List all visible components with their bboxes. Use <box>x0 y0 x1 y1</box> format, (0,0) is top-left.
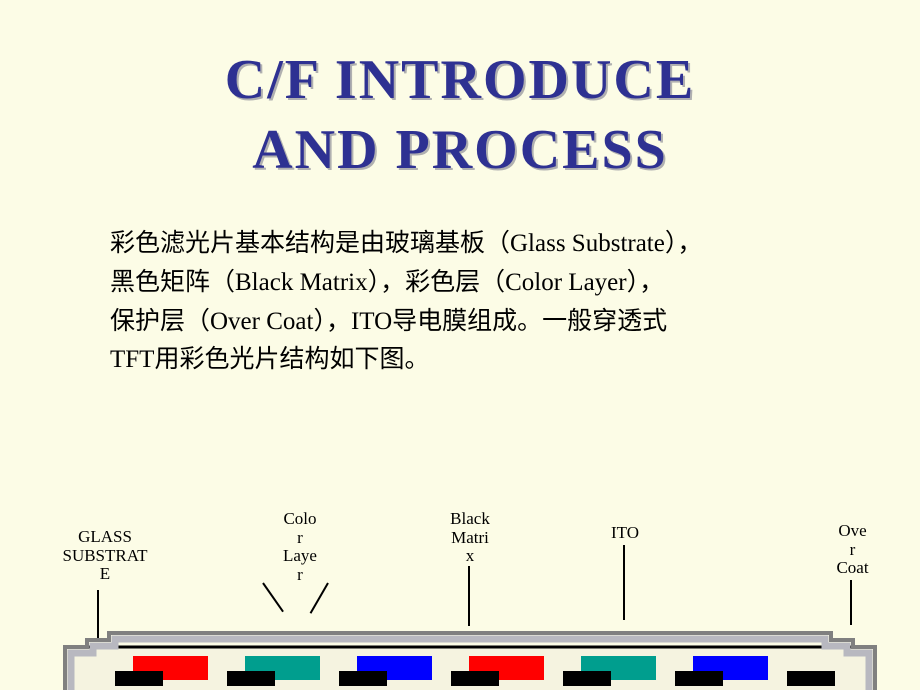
leader-color-layer-1 <box>262 582 284 612</box>
cf-structure-diagram: GLASS SUBSTRAT E Colo r Laye r Black Mat… <box>55 510 885 690</box>
title-line-2: and Process <box>252 119 668 181</box>
page-title: C/F Introduce and Process <box>0 45 920 185</box>
description-paragraph: 彩色滤光片基本结构是由玻璃基板（Glass Substrate）， 黑色矩阵（B… <box>110 225 825 380</box>
label-black-matrix: Black Matri x <box>435 510 505 566</box>
cf-cross-section-svg <box>55 615 885 690</box>
label-glass-substrate: GLASS SUBSTRAT E <box>45 528 165 584</box>
leader-color-layer-2 <box>310 583 329 614</box>
leader-ito <box>623 545 625 620</box>
title-line-1: C/F Introduce <box>225 49 695 111</box>
label-over-coat: Ove r Coat <box>825 522 880 578</box>
label-ito: ITO <box>600 524 650 543</box>
label-color-layer: Colo r Laye r <box>270 510 330 585</box>
